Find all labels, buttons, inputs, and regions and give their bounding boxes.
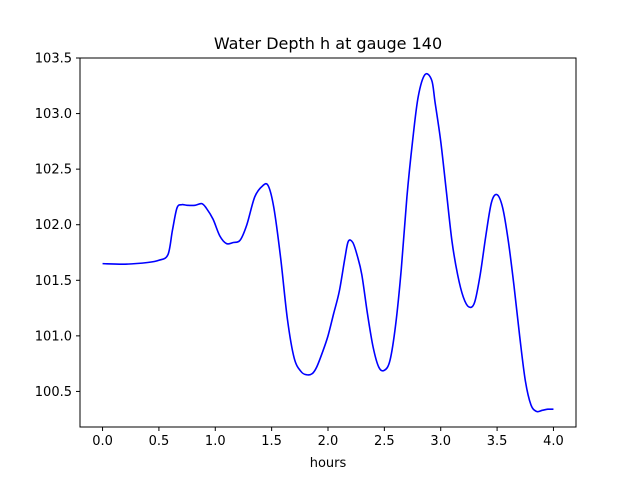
- x-tick-label: 4.0: [543, 434, 564, 449]
- plot-frame: [80, 58, 576, 427]
- x-tick-label: 1.0: [205, 434, 226, 449]
- series-line-0: [103, 74, 554, 412]
- x-tick-label: 2.0: [318, 434, 339, 449]
- x-tick-label: 2.5: [374, 434, 395, 449]
- x-tick-label: 3.5: [487, 434, 508, 449]
- y-tick-label: 103.0: [35, 107, 72, 122]
- y-tick-label: 101.5: [35, 274, 72, 289]
- x-axis-label: hours: [310, 456, 347, 471]
- y-tick-label: 102.0: [35, 218, 72, 233]
- x-axis: 0.0 0.5 1.0 1.5 2.0 2.5 3.0 3.5 4.0: [92, 427, 564, 449]
- y-axis: 100.5 101.0 101.5 102.0 102.5 103.0 103.5: [35, 52, 80, 400]
- plot-area: [103, 74, 554, 412]
- y-tick-label: 101.0: [35, 329, 72, 344]
- y-tick-label: 102.5: [35, 163, 72, 178]
- y-tick-label: 103.5: [35, 52, 72, 67]
- x-tick-label: 0.0: [92, 434, 113, 449]
- x-tick-label: 3.0: [430, 434, 451, 449]
- y-tick-label: 100.5: [35, 385, 72, 400]
- x-tick-label: 0.5: [149, 434, 170, 449]
- x-tick-label: 1.5: [261, 434, 282, 449]
- chart-title: Water Depth h at gauge 140: [214, 34, 442, 53]
